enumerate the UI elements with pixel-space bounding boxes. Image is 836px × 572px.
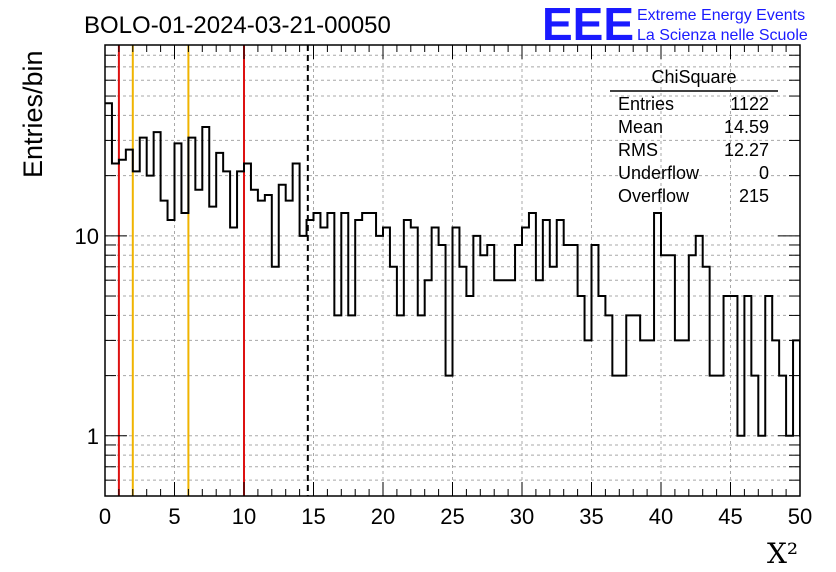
histogram-outline <box>105 102 800 437</box>
y-tick-label: 10 <box>75 224 99 249</box>
reference-lines <box>117 45 309 496</box>
x-tick-label: 0 <box>99 504 111 529</box>
stats-row-value: 215 <box>739 186 769 206</box>
brand: EEE Extreme Energy Events La Scienza nel… <box>542 0 808 50</box>
y-tick-labels: 1 10 <box>75 224 99 449</box>
stats-row-label: Overflow <box>618 186 690 206</box>
x-tick-label: 45 <box>718 504 742 529</box>
brand-logo: EEE <box>542 0 634 50</box>
stats-row-value: 0 <box>759 163 769 183</box>
x-tick-label: 35 <box>579 504 603 529</box>
stats-box: ChiSquare Entries 1122 Mean 14.59 RMS 12.27 Un… <box>610 67 778 206</box>
grid-lines <box>105 44 800 497</box>
stats-row-label: Entries <box>618 94 674 114</box>
x-tick-label: 50 <box>788 504 812 529</box>
x-tick-label: 30 <box>510 504 534 529</box>
stats-row-label: Underflow <box>618 163 700 183</box>
stats-row-value: 12.27 <box>724 140 769 160</box>
stats-title: ChiSquare <box>651 67 736 87</box>
chart-title: BOLO-01-2024-03-21-00050 <box>84 12 391 39</box>
x-tick-label: 5 <box>168 504 180 529</box>
x-axis-label: X² <box>767 537 798 570</box>
stats-row-label: RMS <box>618 140 658 160</box>
brand-line-2: La Scienza nelle Scuole <box>637 27 808 44</box>
x-tick-label: 40 <box>649 504 673 529</box>
stats-row-value: 14.59 <box>724 117 769 137</box>
x-tick-label: 10 <box>232 504 256 529</box>
stats-row-value: 1122 <box>730 94 769 114</box>
x-tick-label: 15 <box>301 504 325 529</box>
brand-line-1: Extreme Energy Events <box>637 7 805 24</box>
x-tick-label: 25 <box>440 504 464 529</box>
y-tick-label: 1 <box>87 424 99 449</box>
stats-rows: Entries 1122 Mean 14.59 RMS 12.27 Underflow 0 Ov… <box>618 94 769 206</box>
axis-ticks <box>104 44 801 497</box>
stats-row-label: Mean <box>618 117 663 137</box>
x-tick-labels: 0 5 10 15 20 25 30 35 40 45 50 <box>99 504 812 529</box>
y-axis-label: Entries/bin <box>18 50 48 178</box>
x-tick-label: 20 <box>371 504 395 529</box>
